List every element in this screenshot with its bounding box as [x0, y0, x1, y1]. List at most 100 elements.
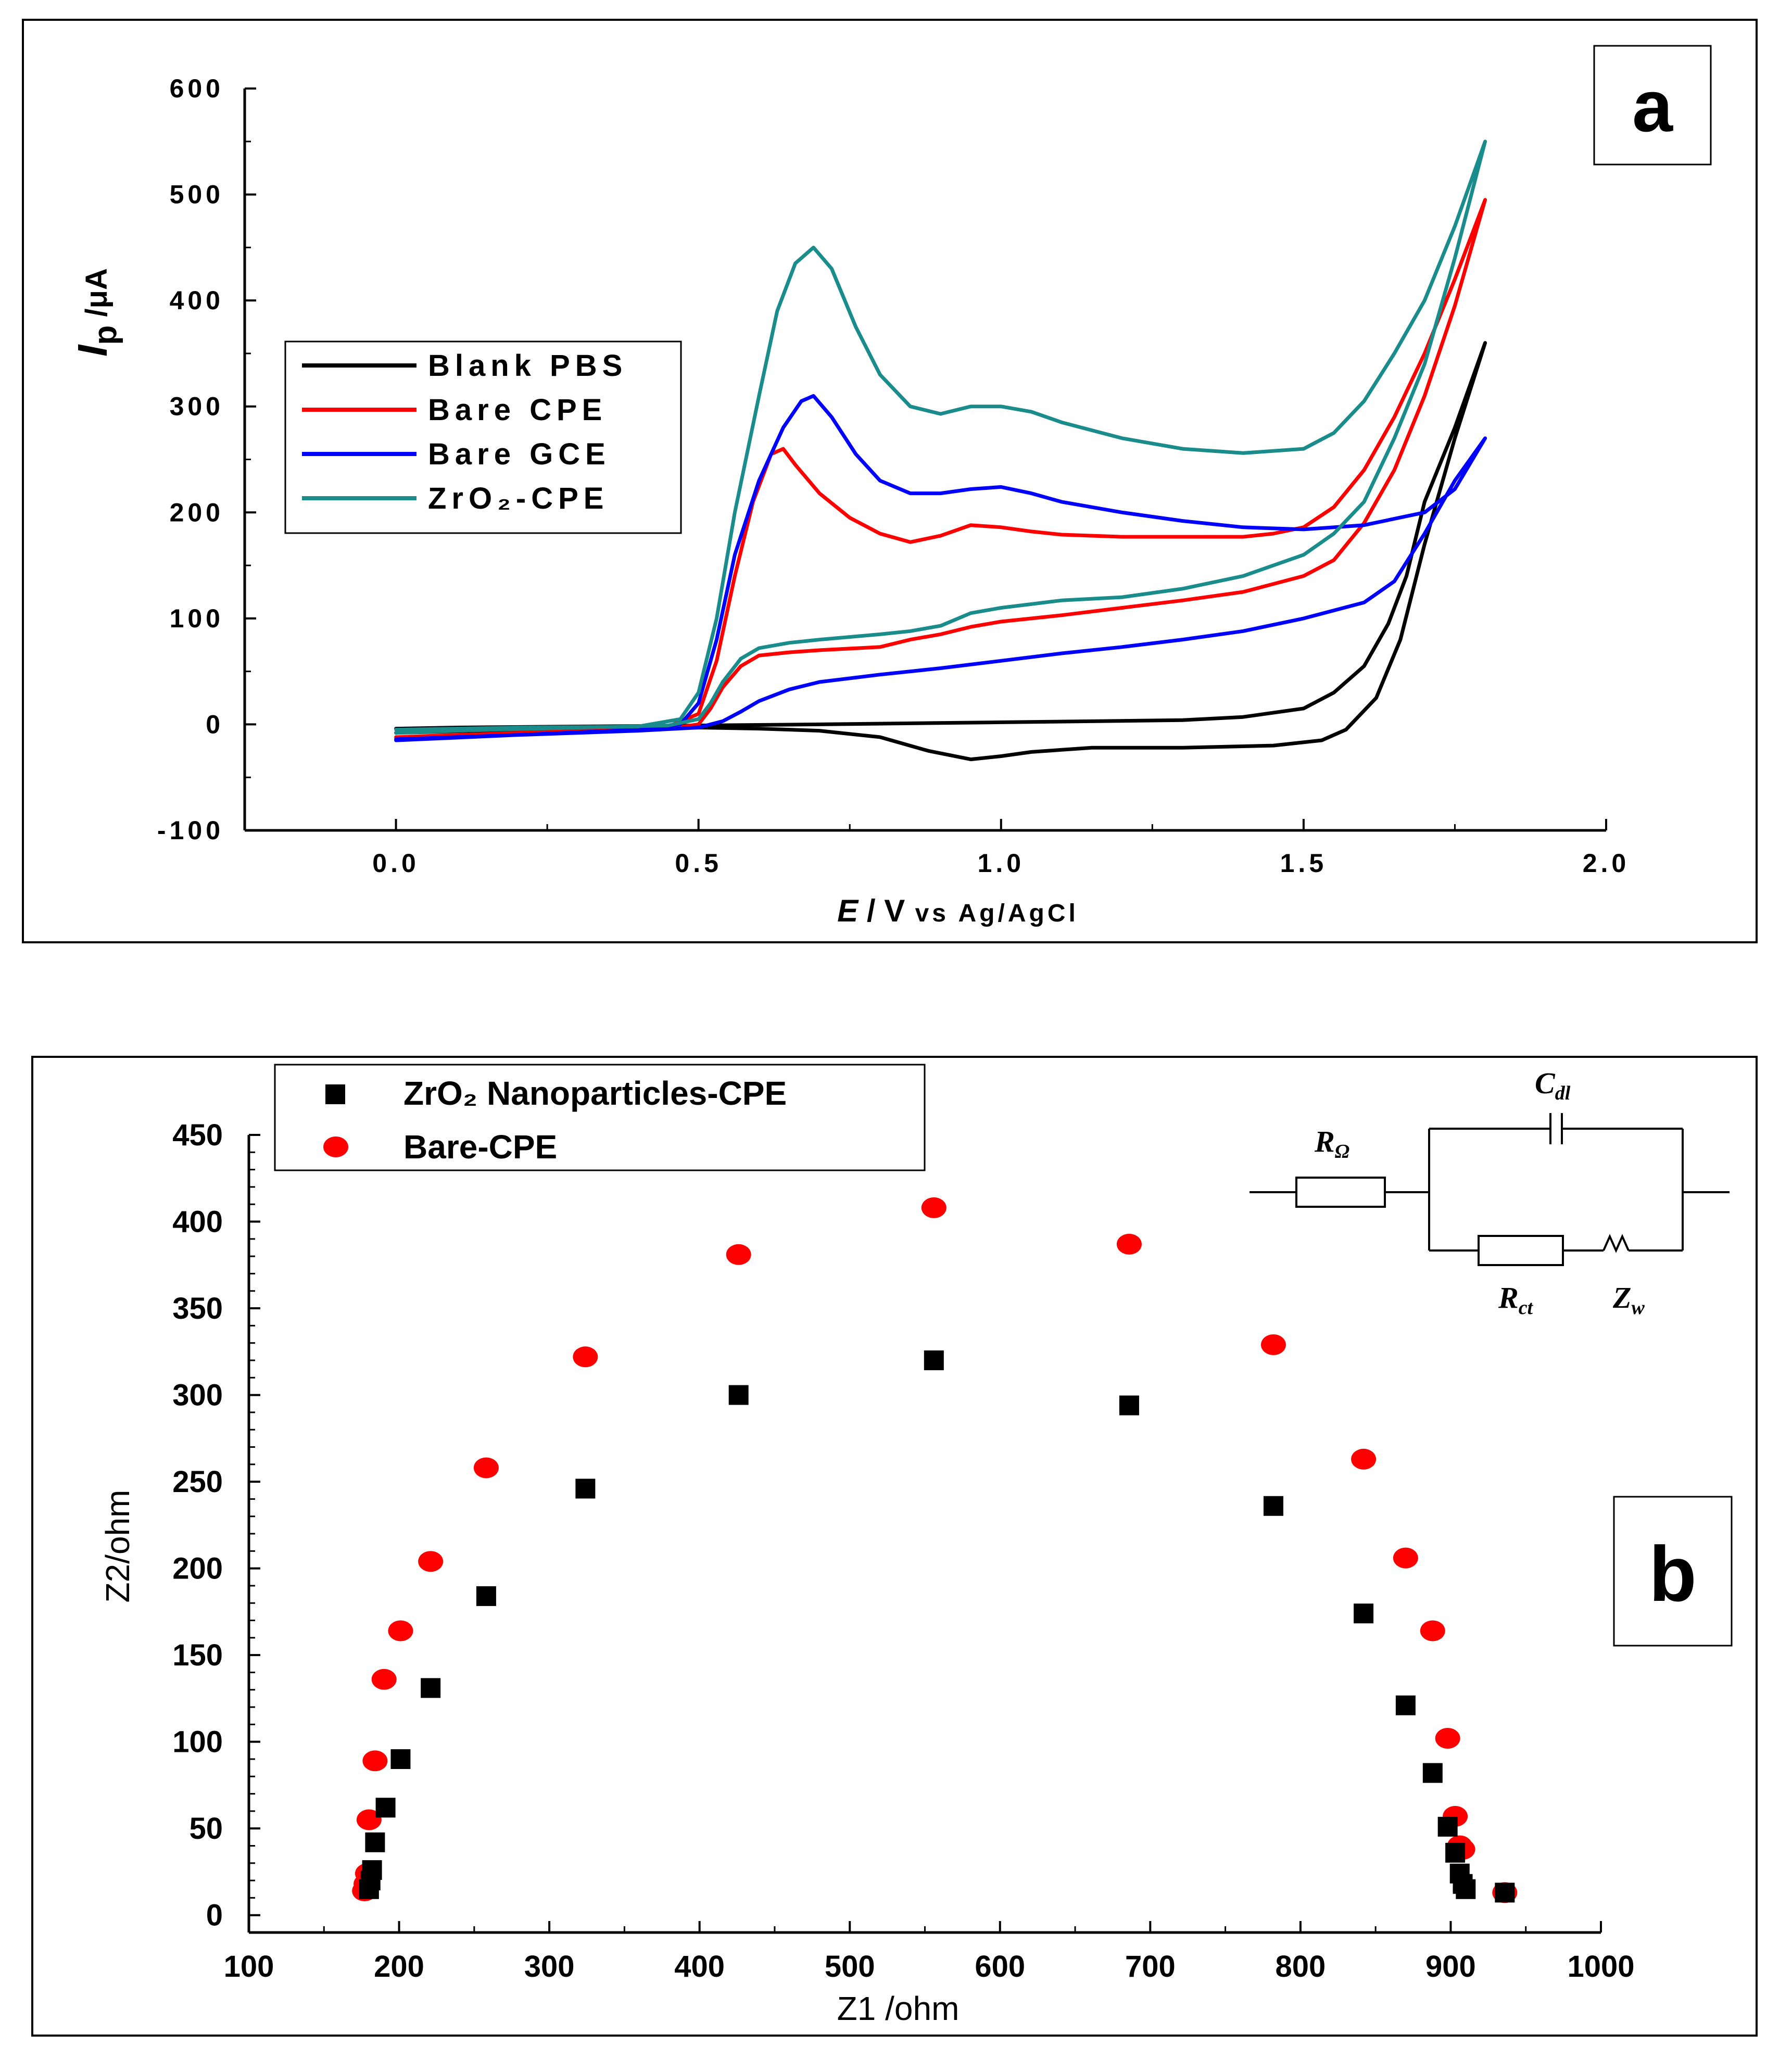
panel-a-x-tick-label: 0.5 — [675, 849, 722, 878]
series-line-bare-gce — [394, 394, 1487, 742]
panel-b-x-tick-label: 800 — [1275, 1950, 1326, 1984]
data-point-zro-nanoparticles-cpe — [365, 1832, 385, 1852]
data-point-zro-nanoparticles-cpe — [1495, 1883, 1515, 1903]
data-point-bare-cpe — [362, 1750, 388, 1772]
legend-marker-bare-cpe — [323, 1136, 348, 1157]
panel-a-y-tick-label: 100 — [170, 604, 224, 633]
data-point-bare-cpe — [1260, 1334, 1286, 1355]
panel-b-letter-box — [1613, 1496, 1733, 1647]
data-point-bare-cpe — [473, 1457, 499, 1479]
legend-label-bare-gce: Bare GCE — [428, 437, 611, 471]
data-point-zro-nanoparticles-cpe — [1437, 1816, 1458, 1837]
panel-a-y-tick-label: 300 — [170, 392, 224, 421]
legend-label-blank-pbs: Blank PBS — [428, 349, 627, 383]
panel-a-legend: Blank PBS Bare CPE Bare GCE ZrO₂-CPE — [284, 340, 682, 534]
series-line-blank-pbs — [394, 341, 1487, 762]
panel-b-letter: b — [1649, 1530, 1697, 1618]
panel-b-x-tick-label: 500 — [825, 1950, 875, 1984]
data-point-zro-nanoparticles-cpe — [924, 1350, 944, 1370]
data-point-zro-nanoparticles-cpe — [476, 1586, 496, 1606]
legend-label-zro2-cpe: ZrO₂-CPE — [428, 482, 609, 515]
panel-b-y-tick-label: 200 — [172, 1552, 223, 1586]
data-point-bare-cpe — [418, 1551, 444, 1572]
panel-b-frame — [31, 1056, 1758, 2037]
panel-b-y-tick-label: 400 — [172, 1205, 223, 1239]
data-point-bare-cpe — [1116, 1233, 1142, 1255]
panel-a-ylabel: Ip /μA — [69, 268, 123, 357]
panel-a: -100 0 100 200 300 400 500 600 0.0 0.5 1.0 1.5 2.0 I… — [22, 19, 1758, 943]
panel-b-x-tick-label: 100 — [224, 1950, 274, 1984]
data-point-zro-nanoparticles-cpe — [1395, 1695, 1416, 1715]
data-point-zro-nanoparticles-cpe — [1445, 1842, 1466, 1863]
legend-label-zro2-nanoparticles-cpe: ZrO₂ Nanoparticles-CPE — [403, 1075, 787, 1112]
legend-frame — [274, 1064, 926, 1171]
data-point-zro-nanoparticles-cpe — [1263, 1496, 1283, 1516]
panel-b-y-tick-label: 250 — [172, 1465, 223, 1499]
equivalent-circuit-inset — [1250, 1113, 1730, 1266]
data-point-zro-nanoparticles-cpe — [1354, 1603, 1374, 1624]
panel-a-x-tick-label: 1.5 — [1280, 849, 1328, 878]
data-point-zro-nanoparticles-cpe — [390, 1749, 411, 1769]
warburg-element — [1602, 1234, 1630, 1253]
panel-a-x-tick-label: 0.0 — [372, 849, 420, 878]
panel-a-xlabel: E / V vs Ag/AgCl — [837, 893, 1079, 928]
panel-b-x-tick-label: 300 — [524, 1950, 575, 1984]
series-line-zro-cpe — [394, 140, 1487, 735]
panel-b-x-tick-label: 900 — [1425, 1950, 1476, 1984]
legend-label-bare-cpe: Bare CPE — [428, 393, 607, 427]
data-point-zro-nanoparticles-cpe — [1456, 1879, 1476, 1899]
panel-b-legend: ZrO₂ Nanoparticles-CPE Bare-CPE — [274, 1064, 926, 1171]
panel-a-plot: -100 0 100 200 300 400 500 600 0.0 0.5 1.0 1.5 2.0 — [157, 74, 1630, 878]
data-point-zro-nanoparticles-cpe — [1119, 1395, 1139, 1416]
panel-a-y-tick-label: 500 — [170, 180, 224, 209]
panel-b-x-tick-label: 400 — [674, 1950, 725, 1984]
series-line-bare-cpe — [394, 198, 1487, 739]
panel-a-letter-box — [1593, 45, 1712, 166]
data-point-zro-nanoparticles-cpe — [728, 1385, 749, 1405]
panel-a-frame — [22, 19, 1758, 943]
data-point-bare-cpe — [388, 1620, 413, 1641]
data-point-zro-nanoparticles-cpe — [1422, 1763, 1443, 1783]
panel-b-x-tick-label: 700 — [1125, 1950, 1176, 1984]
panel-a-y-tick-label: 200 — [170, 498, 224, 527]
data-point-zro-nanoparticles-cpe — [575, 1479, 596, 1499]
data-point-bare-cpe — [1420, 1620, 1445, 1641]
panel-b-y-tick-label: 0 — [206, 1899, 223, 1932]
panel-a-letter: a — [1632, 65, 1673, 147]
legend-frame — [284, 340, 682, 534]
data-point-bare-cpe — [1393, 1547, 1418, 1569]
panel-b-y-tick-label: 450 — [172, 1118, 223, 1152]
panel-a-y-tick-label: 400 — [170, 286, 224, 315]
data-point-bare-cpe — [1351, 1448, 1377, 1470]
legend-marker-zro2-nanoparticles-cpe — [325, 1084, 345, 1104]
panel-b-y-tick-label: 300 — [172, 1379, 223, 1412]
data-point-bare-cpe — [726, 1244, 751, 1265]
panel-a-x-tick-label: 1.0 — [978, 849, 1025, 878]
panel-a-y-tick-label: -100 — [157, 816, 224, 845]
data-point-bare-cpe — [371, 1669, 397, 1690]
data-point-bare-cpe — [921, 1197, 947, 1218]
panel-b-y-tick-label: 50 — [189, 1812, 223, 1846]
panel-b-plot: 0 50 100 150 200 250 300 350 400 450 100 200 300 400 5… — [172, 1118, 1634, 1984]
data-point-bare-cpe — [356, 1809, 382, 1830]
data-point-zro-nanoparticles-cpe — [421, 1678, 441, 1698]
data-point-zro-nanoparticles-cpe — [362, 1860, 382, 1880]
panel-a-y-tick-label: 0 — [206, 710, 224, 739]
panel-b-y-tick-label: 100 — [172, 1725, 223, 1759]
panel-b-xlabel: Z1 /ohm — [837, 1990, 960, 2027]
panel-b: 0 50 100 150 200 250 300 350 400 450 100 200 300 400 5… — [31, 1056, 1758, 2037]
data-point-zro-nanoparticles-cpe — [375, 1798, 396, 1818]
legend-label-bare-cpe: Bare-CPE — [403, 1128, 557, 1166]
panel-b-y-tick-label: 350 — [172, 1292, 223, 1325]
data-point-bare-cpe — [1435, 1727, 1460, 1749]
panel-b-y-tick-label: 150 — [172, 1638, 223, 1672]
panel-b-x-tick-label: 600 — [975, 1950, 1025, 1984]
data-point-bare-cpe — [573, 1346, 598, 1368]
panel-a-x-tick-label: 2.0 — [1583, 849, 1630, 878]
panel-a-y-tick-label: 600 — [170, 74, 224, 103]
panel-b-x-tick-label: 1000 — [1567, 1950, 1634, 1984]
panel-b-x-tick-label: 200 — [374, 1950, 424, 1984]
panel-b-ylabel: Z2/ohm — [99, 1490, 136, 1603]
